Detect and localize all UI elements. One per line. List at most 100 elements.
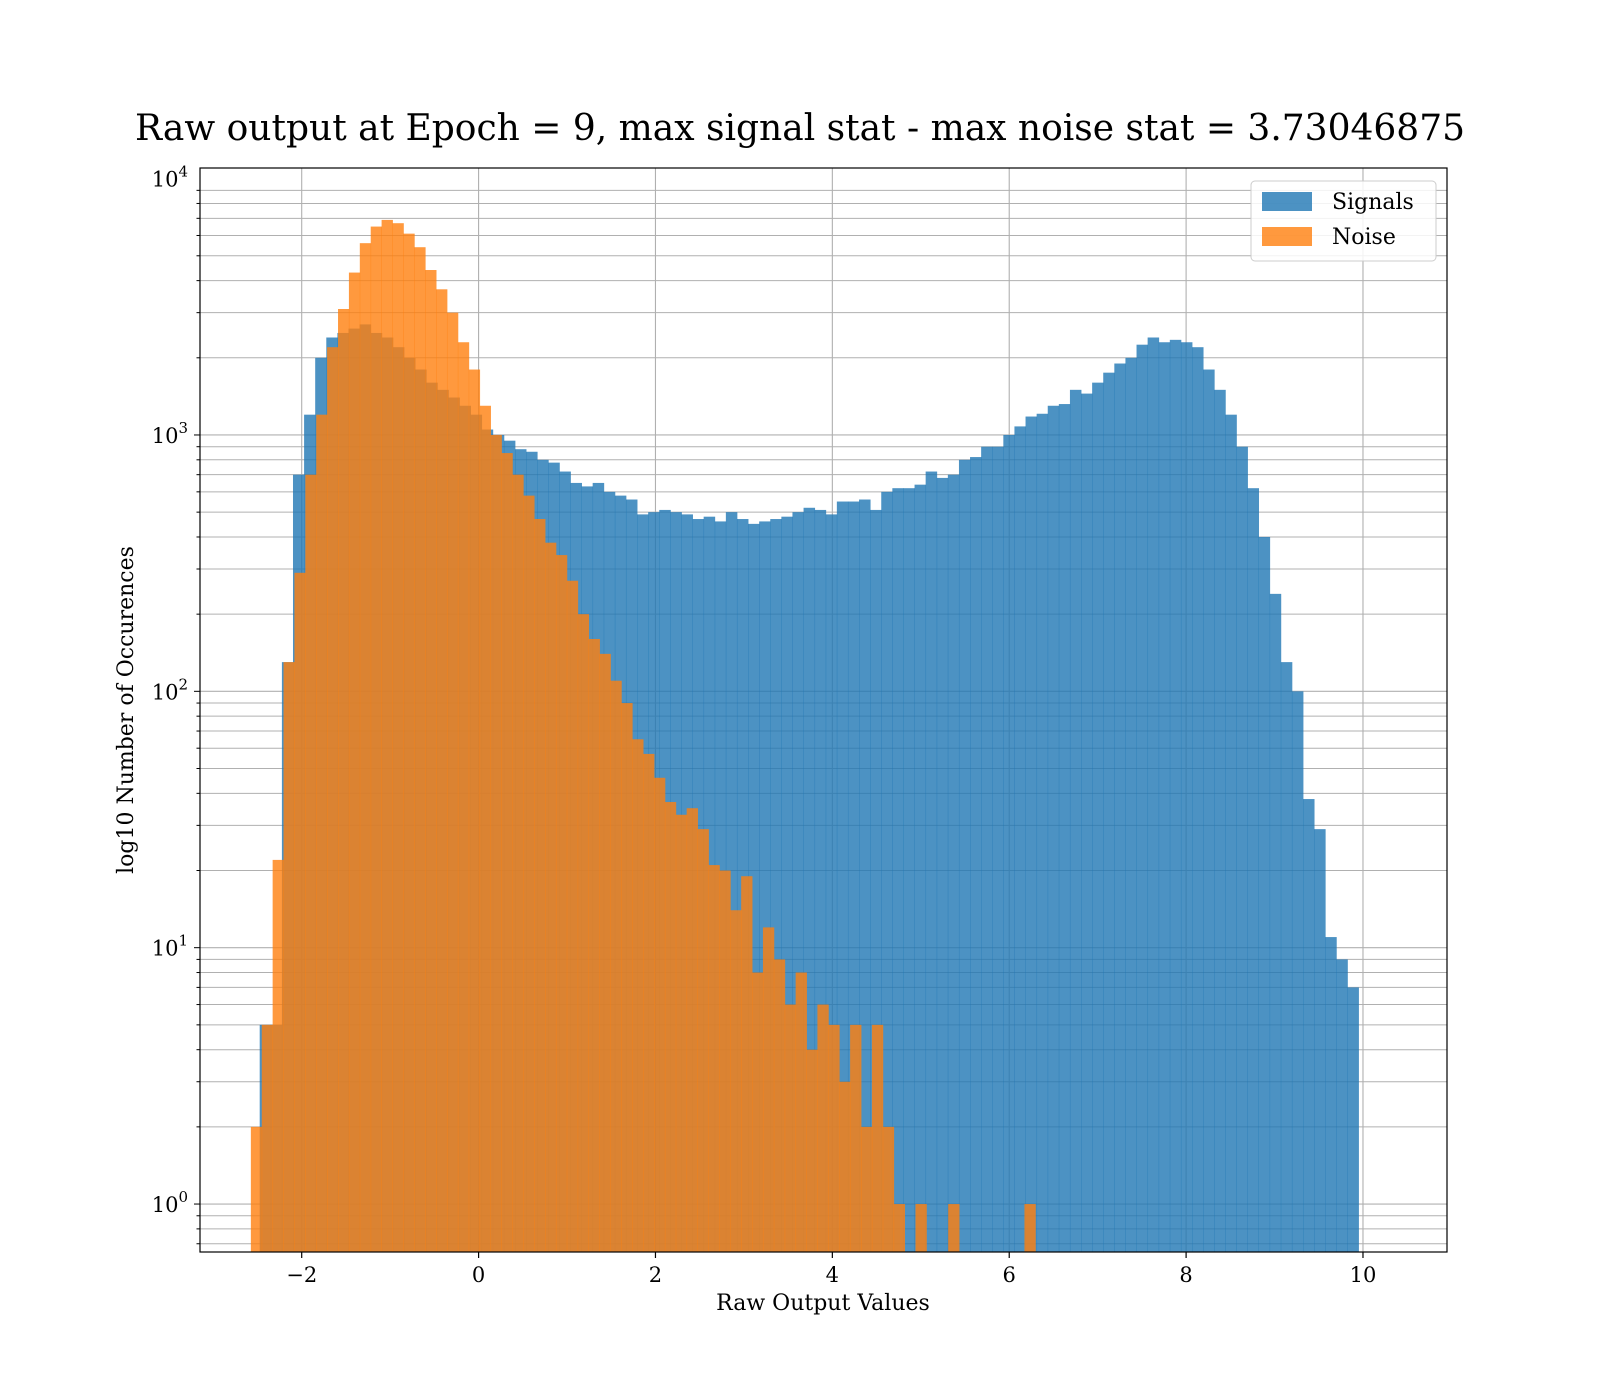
signals-bar <box>836 501 849 1252</box>
y-tick-label: 102 <box>152 675 188 704</box>
noise-bar <box>948 1204 960 1252</box>
noise-bar <box>839 1081 851 1252</box>
signals-bar <box>947 474 960 1252</box>
noise-bar <box>697 829 709 1252</box>
x-tick-label: 10 <box>1350 1263 1377 1287</box>
signals-bar <box>814 509 827 1252</box>
x-tick-label: 8 <box>1179 1263 1192 1287</box>
noise-bar <box>741 876 753 1252</box>
noise-bar <box>457 342 470 1252</box>
signals-bar <box>792 512 804 1252</box>
legend: Signals Noise <box>1250 180 1437 262</box>
y-axis-label: log10 Number of Occurences <box>114 546 139 874</box>
noise-bar <box>654 777 666 1252</box>
signals-bar <box>1225 414 1237 1252</box>
noise-bar <box>828 1024 840 1252</box>
noise-bar <box>817 1004 829 1252</box>
y-tick-label: 101 <box>152 932 188 961</box>
signals-bar <box>936 477 949 1252</box>
noise-bar <box>403 233 415 1252</box>
signals-bar <box>925 471 938 1252</box>
x-tick-label: 2 <box>649 1263 662 1287</box>
signals-bar <box>1180 342 1193 1252</box>
noise-bar <box>534 519 546 1252</box>
signals-bar <box>892 488 904 1252</box>
noise-bar <box>730 910 742 1252</box>
signals-bar <box>1003 434 1015 1253</box>
x-tick-label: 6 <box>1003 1263 1016 1287</box>
noise-bar <box>752 972 764 1252</box>
noise-bar <box>523 495 535 1252</box>
noise-bar <box>468 369 481 1252</box>
signals-bar <box>903 488 915 1252</box>
noise-bar <box>806 1049 818 1252</box>
signals-bar <box>1081 393 1093 1253</box>
noise-bar <box>479 405 491 1252</box>
signals-bar <box>748 523 760 1252</box>
signals-bar <box>1014 426 1026 1252</box>
signals-bar <box>803 507 816 1252</box>
noise-bar <box>294 572 306 1252</box>
y-tick-label: 100 <box>152 1188 188 1217</box>
x-tick-label: 4 <box>826 1263 839 1287</box>
noise-bar <box>348 272 361 1252</box>
signals-bar <box>1158 342 1171 1252</box>
x-axis: −2 0 2 4 6 8 10 <box>286 1252 1376 1287</box>
signals-bar <box>1092 382 1104 1252</box>
signals-bar <box>1347 987 1359 1252</box>
signals-bar <box>981 446 993 1252</box>
signals-bar <box>1291 691 1304 1252</box>
x-tick-label: −2 <box>286 1263 317 1287</box>
signals-bar <box>1314 829 1326 1252</box>
noise-bar <box>850 1024 862 1252</box>
noise-bar <box>305 474 317 1252</box>
signals-bar <box>1247 488 1260 1252</box>
noise-bar <box>632 739 644 1252</box>
signals-bar <box>1036 413 1049 1252</box>
signals-bar <box>1058 404 1071 1252</box>
noise-bar <box>359 243 372 1253</box>
noise-bar <box>861 1126 873 1252</box>
noise-bar <box>414 247 426 1252</box>
plot-frame <box>199 167 1448 1253</box>
signals-bar <box>1214 389 1226 1253</box>
noise-bar <box>719 870 731 1252</box>
signals-bar <box>992 446 1004 1252</box>
signals-bar <box>1103 372 1115 1252</box>
noise-bar <box>686 808 698 1252</box>
noise-bar <box>436 289 448 1252</box>
signals-bar <box>725 512 738 1252</box>
noise-bar <box>1024 1204 1036 1252</box>
noise-bar <box>446 312 459 1252</box>
y-axis: 100 101 102 103 104 <box>152 163 200 1245</box>
noise-bar <box>392 223 404 1253</box>
noise-bar <box>316 414 328 1252</box>
signals-bar <box>1125 357 1137 1252</box>
signals-bar <box>1069 389 1082 1253</box>
noise-bar <box>795 972 807 1252</box>
signals-bar <box>1280 662 1293 1252</box>
signals-bar <box>1047 405 1060 1252</box>
noise-bar <box>893 1204 905 1252</box>
signals-bar <box>847 501 860 1252</box>
noise-bar <box>708 865 720 1252</box>
legend-label-noise: Noise <box>1332 225 1396 250</box>
noise-bar <box>610 680 622 1252</box>
noise-bar <box>871 1024 884 1252</box>
noise-bar <box>338 309 350 1252</box>
noise-bar <box>588 639 600 1252</box>
noise-bar <box>566 580 579 1252</box>
noise-bar <box>425 270 437 1252</box>
signals-bar <box>870 509 882 1252</box>
noise-bar <box>272 859 284 1252</box>
signals-bar <box>1169 339 1182 1253</box>
noise-bar <box>664 802 677 1252</box>
signals-bar <box>1336 959 1348 1252</box>
signals-bar <box>1136 344 1149 1252</box>
noise-bar <box>490 434 502 1253</box>
signals-bar <box>1114 363 1126 1252</box>
noise-bar <box>762 927 775 1252</box>
signals-bar <box>970 457 982 1252</box>
noise-bar <box>370 226 383 1252</box>
noise-bar <box>327 347 339 1252</box>
